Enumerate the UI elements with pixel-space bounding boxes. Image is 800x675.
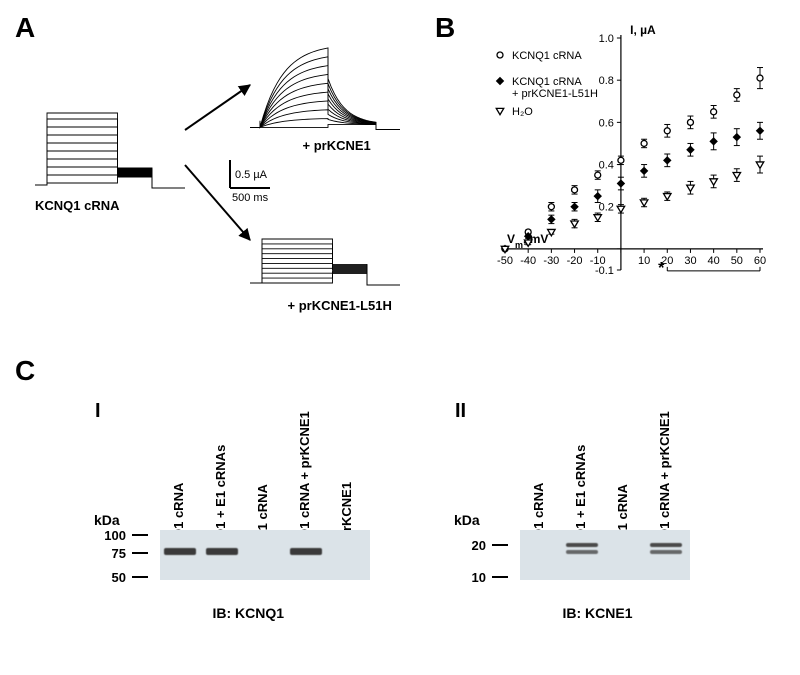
blot-membrane <box>160 530 370 580</box>
svg-text:KCNQ1 cRNA: KCNQ1 cRNA <box>512 50 582 62</box>
kda-value: 20 <box>458 538 486 553</box>
svg-text:0.5 µA: 0.5 µA <box>235 169 268 181</box>
svg-text:40: 40 <box>708 255 720 267</box>
svg-text:50: 50 <box>731 255 743 267</box>
svg-text:+ prKCNE1: + prKCNE1 <box>303 138 371 153</box>
svg-text:10: 10 <box>638 255 650 267</box>
svg-text:-0.1: -0.1 <box>595 265 614 277</box>
kda-value: 10 <box>458 570 486 585</box>
svg-text:1.0: 1.0 <box>599 33 614 45</box>
kda-tick <box>132 576 148 578</box>
kda-value: 75 <box>98 546 126 561</box>
svg-text:0.6: 0.6 <box>599 117 614 129</box>
ib-label: IB: KCNE1 <box>563 605 633 621</box>
wb-band <box>206 548 238 555</box>
svg-text:30: 30 <box>684 255 696 267</box>
wb-band <box>650 543 682 547</box>
blot-membrane <box>520 530 690 580</box>
kda-value: 50 <box>98 570 126 585</box>
wb-band <box>290 548 322 555</box>
wb-band <box>650 550 682 554</box>
svg-text:H₂O: H₂O <box>512 106 533 118</box>
svg-text:*: * <box>658 260 665 277</box>
svg-text:I, µA: I, µA <box>630 23 656 37</box>
kda-tick <box>132 552 148 554</box>
panel-b-label: B <box>435 12 455 44</box>
wb-band <box>164 548 196 555</box>
svg-text:0.4: 0.4 <box>599 160 614 172</box>
lane-label: Q1 + E1 cRNAs <box>213 445 228 539</box>
svg-text:-30: -30 <box>543 255 559 267</box>
panel-c: IQ1 cRNAQ1 + E1 cRNAsE1 cRNAQ1 cRNA + pr… <box>0 370 800 670</box>
kda-tick <box>492 576 508 578</box>
ib-label: IB: KCNQ1 <box>213 605 285 621</box>
svg-text:+ prKCNE1-L51H: + prKCNE1-L51H <box>512 88 598 100</box>
panel-c-subII-label: II <box>455 400 466 423</box>
panel-a-traces: KCNQ1 cRNA + prKCNE1 + prKCNE1-L51H 0.5 µA 5… <box>0 10 420 320</box>
wb-band <box>566 543 598 547</box>
kda-tick <box>492 544 508 546</box>
svg-text:KCNQ1 cRNA: KCNQ1 cRNA <box>512 76 582 88</box>
panel-b-chart: -50-40-30-20-10102030405060-0.10.20.40.6… <box>470 20 800 320</box>
lane-label: Q1 cRNA + prKCNE1 <box>297 411 312 539</box>
svg-text:60: 60 <box>754 255 766 267</box>
svg-text:-50: -50 <box>497 255 513 267</box>
kda-value: 100 <box>98 528 126 543</box>
svg-text:-40: -40 <box>520 255 536 267</box>
svg-text:-20: -20 <box>567 255 583 267</box>
wb-band <box>566 550 598 554</box>
panel-c-subI-label: I <box>95 400 101 423</box>
kda-heading: kDa <box>454 512 480 528</box>
svg-text:+ prKCNE1-L51H: + prKCNE1-L51H <box>288 298 392 313</box>
svg-text:0.2: 0.2 <box>599 202 614 214</box>
svg-text:KCNQ1 cRNA: KCNQ1 cRNA <box>35 198 120 213</box>
lane-label: Q1 cRNA + prKCNE1 <box>657 411 672 539</box>
kda-tick <box>132 534 148 536</box>
lane-label: Q1 + E1 cRNAs <box>573 445 588 539</box>
svg-text:500 ms: 500 ms <box>232 192 269 204</box>
kda-heading: kDa <box>94 512 120 528</box>
svg-text:0.8: 0.8 <box>599 75 614 87</box>
